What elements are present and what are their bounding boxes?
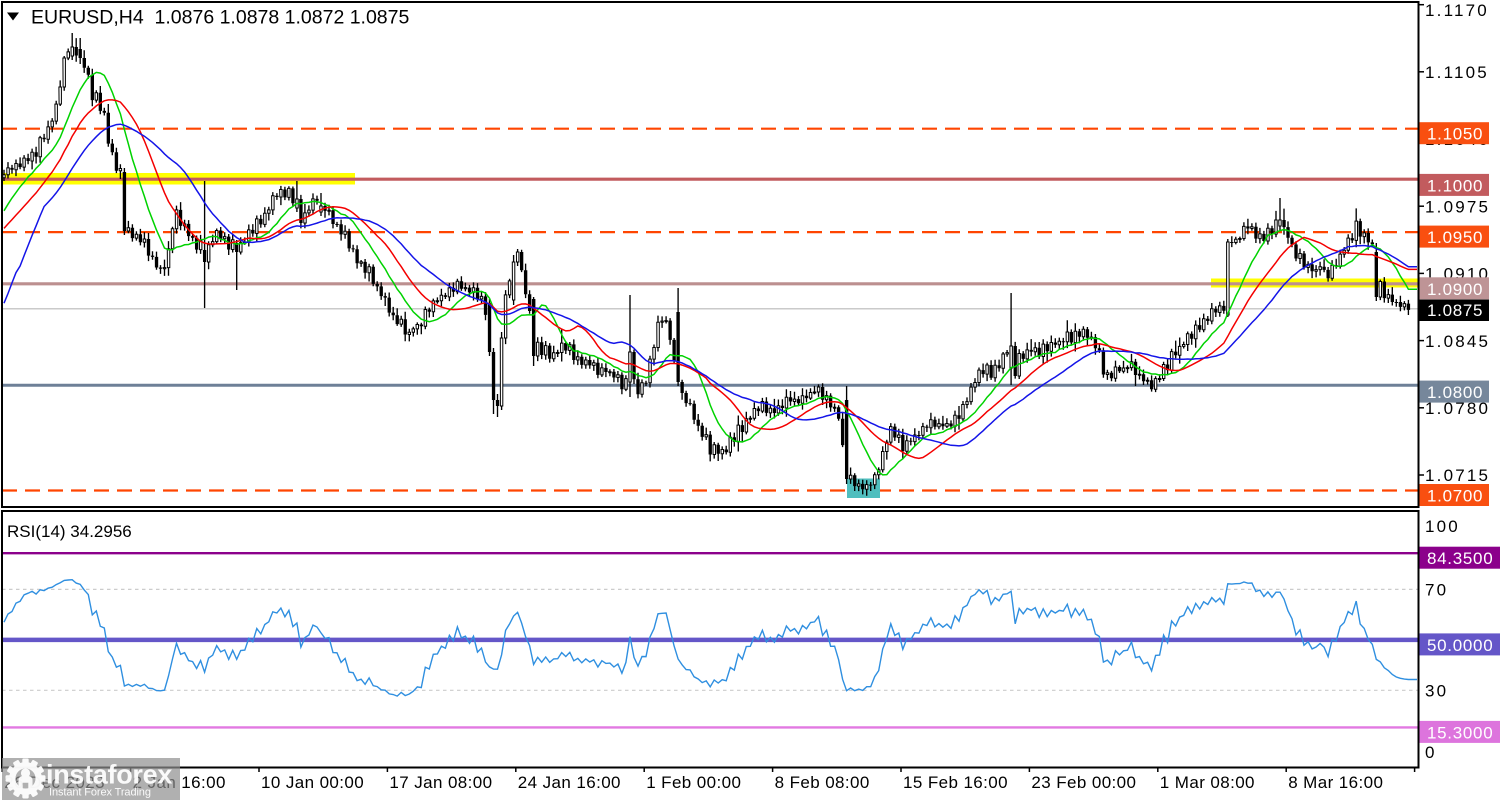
svg-text:1.0800: 1.0800 bbox=[1427, 383, 1483, 402]
svg-text:instaforex: instaforex bbox=[46, 760, 172, 790]
svg-text:15.3000: 15.3000 bbox=[1427, 723, 1493, 742]
svg-text:Instant Forex Trading: Instant Forex Trading bbox=[49, 787, 151, 799]
svg-text:10 Jan 00:00: 10 Jan 00:00 bbox=[261, 773, 364, 792]
svg-text:84.3500: 84.3500 bbox=[1427, 549, 1493, 568]
svg-text:1.0975: 1.0975 bbox=[1425, 197, 1490, 216]
svg-text:1.0715: 1.0715 bbox=[1425, 466, 1490, 485]
svg-text:1.1105: 1.1105 bbox=[1425, 63, 1489, 82]
svg-text:1.1000: 1.1000 bbox=[1427, 176, 1483, 195]
svg-text:RSI(14) 34.2956: RSI(14) 34.2956 bbox=[7, 522, 132, 541]
svg-text:70: 70 bbox=[1425, 581, 1448, 600]
svg-text:1.1170: 1.1170 bbox=[1425, 1, 1489, 20]
svg-text:1.1050: 1.1050 bbox=[1427, 125, 1483, 144]
svg-text:1.0875: 1.0875 bbox=[1427, 301, 1483, 320]
svg-text:1 Mar 08:00: 1 Mar 08:00 bbox=[1160, 773, 1255, 792]
svg-text:23 Feb 00:00: 23 Feb 00:00 bbox=[1031, 773, 1136, 792]
svg-text:1.0700: 1.0700 bbox=[1427, 487, 1483, 506]
svg-text:1 Feb 00:00: 1 Feb 00:00 bbox=[646, 773, 741, 792]
svg-text:30: 30 bbox=[1425, 682, 1448, 701]
svg-text:8 Feb 08:00: 8 Feb 08:00 bbox=[775, 773, 870, 792]
svg-text:15 Feb 16:00: 15 Feb 16:00 bbox=[903, 773, 1008, 792]
svg-text:50.0000: 50.0000 bbox=[1427, 636, 1493, 655]
svg-text:17 Jan 08:00: 17 Jan 08:00 bbox=[389, 773, 492, 792]
svg-text:8 Mar 16:00: 8 Mar 16:00 bbox=[1288, 773, 1383, 792]
svg-text:1.0780: 1.0780 bbox=[1425, 399, 1490, 418]
svg-text:EURUSD,H4 1.0876 1.0878 1.087: EURUSD,H4 1.0876 1.0878 1.0872 1.0875 bbox=[31, 7, 410, 29]
svg-text:0: 0 bbox=[1425, 743, 1437, 762]
svg-text:1.0900: 1.0900 bbox=[1427, 280, 1483, 299]
svg-text:100: 100 bbox=[1425, 517, 1460, 536]
svg-text:1.0950: 1.0950 bbox=[1427, 228, 1483, 247]
svg-text:1.0845: 1.0845 bbox=[1425, 332, 1490, 351]
svg-text:24 Jan 16:00: 24 Jan 16:00 bbox=[518, 773, 621, 792]
